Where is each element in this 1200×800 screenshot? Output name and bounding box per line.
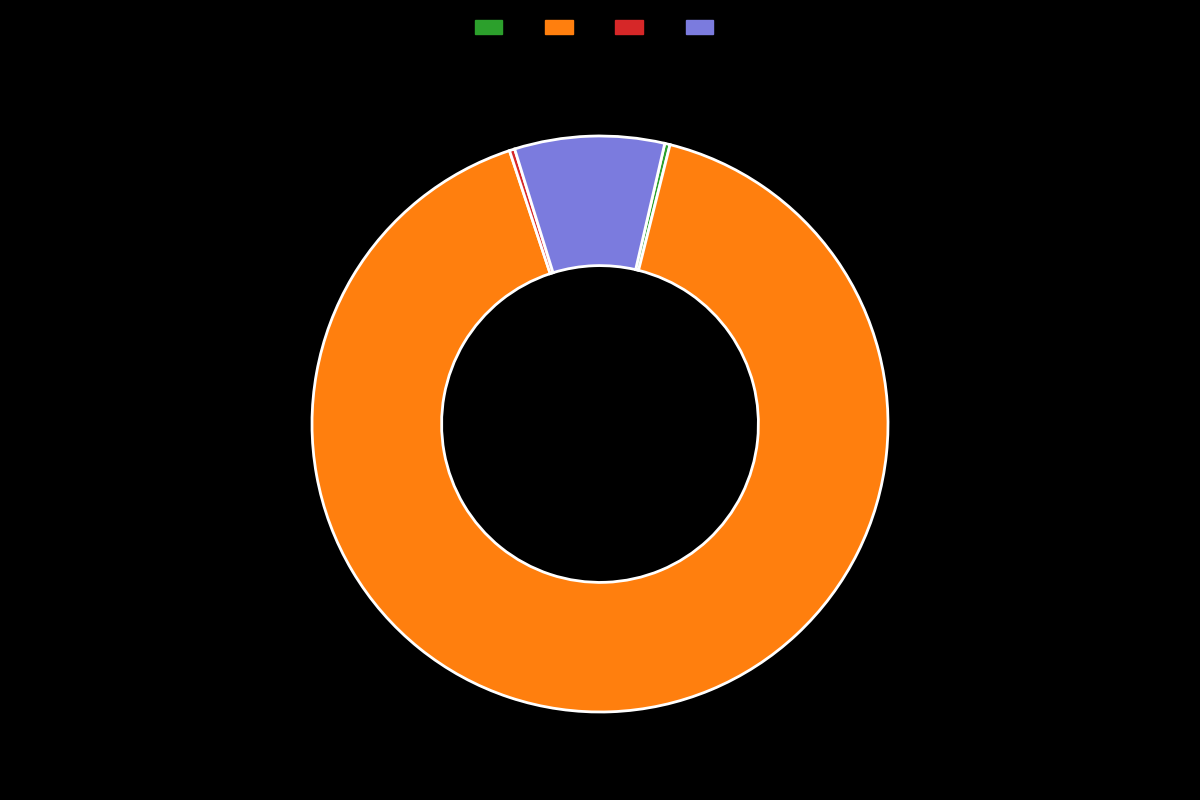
Wedge shape: [515, 136, 665, 273]
Wedge shape: [510, 149, 553, 274]
Wedge shape: [636, 143, 670, 270]
Legend: , , , : , , ,: [469, 14, 731, 42]
Wedge shape: [312, 145, 888, 712]
